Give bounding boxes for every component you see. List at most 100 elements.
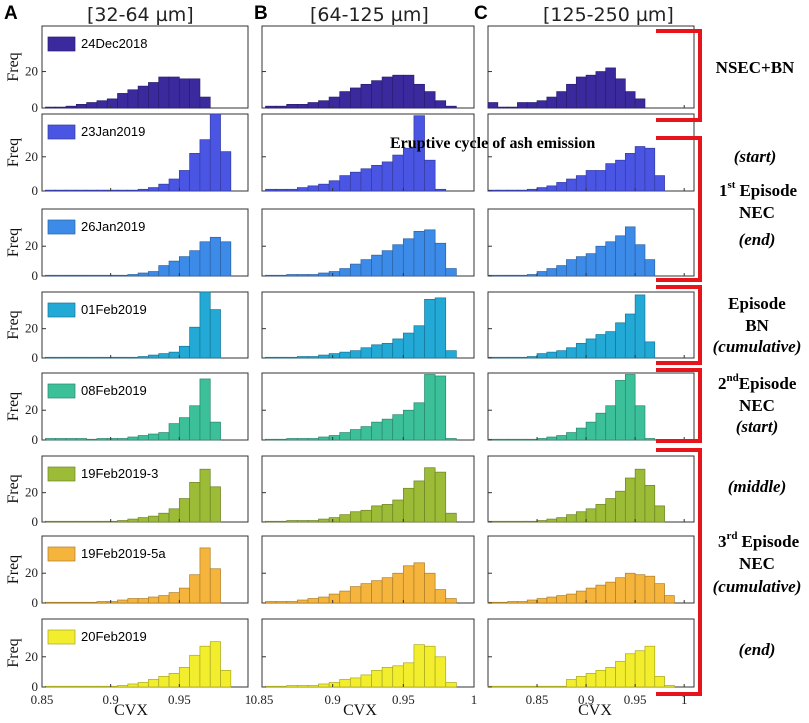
histogram-bar xyxy=(654,175,665,192)
histogram-bar xyxy=(189,482,201,523)
histogram-bar xyxy=(605,163,616,192)
episode-bn-bn: BN xyxy=(745,316,769,335)
histogram-bar xyxy=(546,185,558,192)
histogram-bar xyxy=(507,274,518,277)
legend-label: 08Feb2019 xyxy=(81,383,147,398)
legend-swatch xyxy=(47,466,76,482)
ep3-end-label: (end) xyxy=(739,640,776,659)
histogram-bar xyxy=(556,182,567,192)
histogram-bar xyxy=(507,189,518,192)
y-tick-label: 0 xyxy=(32,679,39,694)
histogram-bar xyxy=(424,91,436,109)
histogram-bar xyxy=(585,338,597,359)
histogram-bar xyxy=(371,421,383,441)
histogram-bar xyxy=(117,93,129,109)
histogram-bar xyxy=(106,520,118,523)
histogram-bar xyxy=(644,341,656,359)
histogram-bar xyxy=(424,374,436,441)
histogram-bar xyxy=(424,572,436,604)
histogram-bar xyxy=(307,185,319,192)
y-tick-label: 20 xyxy=(25,321,38,336)
histogram-bar xyxy=(286,685,298,688)
histogram-bar xyxy=(45,106,57,109)
histogram-bar xyxy=(127,274,139,277)
x-tick-label: 1 xyxy=(681,692,688,707)
histogram-bar xyxy=(339,175,351,192)
histogram-bar xyxy=(307,520,319,523)
histogram-bar xyxy=(127,436,139,441)
histogram-bar xyxy=(497,601,508,604)
histogram-bar xyxy=(199,96,211,109)
histogram-bar xyxy=(445,350,457,359)
histogram-bar xyxy=(178,667,190,688)
ep2-episode-word: Episode xyxy=(739,374,797,393)
histogram-bar xyxy=(45,685,57,688)
histogram-bar xyxy=(127,356,139,359)
histogram-bar xyxy=(96,189,108,192)
histogram-bar xyxy=(328,271,341,277)
histogram-bar xyxy=(605,667,616,688)
histogram-bar xyxy=(546,268,558,277)
histogram-bar xyxy=(526,102,538,109)
histogram-bar xyxy=(556,91,567,109)
histogram-bar xyxy=(556,350,567,359)
histogram-bar xyxy=(413,325,425,359)
histogram-bar xyxy=(595,334,607,359)
histogram-bar xyxy=(209,309,221,359)
histogram-bar xyxy=(497,685,508,688)
histogram-bar xyxy=(275,188,288,192)
histogram-bar xyxy=(286,104,298,109)
histogram-bar xyxy=(624,653,636,688)
histogram-bar xyxy=(595,245,607,277)
histogram-bar xyxy=(507,106,518,109)
histogram-bar xyxy=(349,171,362,192)
histogram-bar xyxy=(605,581,616,604)
histogram-bar xyxy=(381,504,394,523)
histogram-bar xyxy=(75,104,87,109)
histogram-bar xyxy=(507,601,518,604)
y-axis-label: Freq xyxy=(5,52,22,81)
histogram-bar xyxy=(434,297,447,359)
histogram-bar xyxy=(413,644,425,688)
legend-label: 24Dec2018 xyxy=(81,36,148,51)
histogram-bar xyxy=(45,189,57,192)
histogram-bar xyxy=(96,601,108,604)
histogram-bar xyxy=(158,595,170,604)
histogram-bar xyxy=(106,356,118,359)
histogram-bar xyxy=(615,660,626,688)
histogram-bar xyxy=(86,356,98,359)
histogram-bar xyxy=(307,685,319,688)
histogram-bar xyxy=(209,236,221,277)
histogram-bar xyxy=(644,645,656,688)
histogram-bar xyxy=(106,601,118,604)
histogram-bar xyxy=(339,679,351,688)
histogram-bar xyxy=(402,74,415,109)
histogram-bar xyxy=(55,356,67,359)
histogram-bar xyxy=(381,250,394,277)
histogram-bar xyxy=(328,682,341,688)
histogram-bar xyxy=(137,517,149,523)
histogram-bar xyxy=(434,100,447,109)
histogram-bar xyxy=(445,438,457,441)
histogram-bar xyxy=(86,102,98,109)
histogram-bar xyxy=(595,670,607,688)
histogram-bar xyxy=(360,674,372,688)
histogram-bar xyxy=(566,679,577,688)
legend-label: 19Feb2019-3 xyxy=(81,466,158,481)
histogram-bar xyxy=(507,356,518,359)
panel-letter-a: A xyxy=(4,3,18,24)
histogram-bar xyxy=(434,471,447,523)
histogram-bar xyxy=(75,685,87,688)
histogram-bar xyxy=(566,347,577,359)
histogram-bar xyxy=(575,76,587,109)
histogram-bar xyxy=(392,414,404,441)
histogram-bar xyxy=(349,511,362,523)
histogram-bar xyxy=(575,175,587,192)
histogram-bar xyxy=(318,518,330,523)
histogram-bar xyxy=(360,259,372,277)
histogram-bar xyxy=(137,435,149,441)
histogram-bar xyxy=(566,83,577,109)
histogram-bar xyxy=(65,356,77,359)
